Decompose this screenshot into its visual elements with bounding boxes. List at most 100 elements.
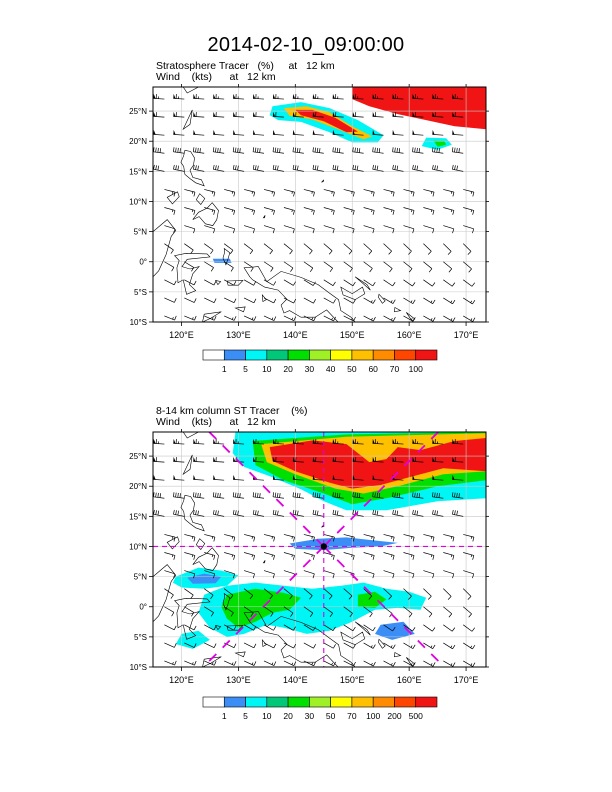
wind-barb [432,111,444,118]
wind-barb [323,207,335,215]
wind-barb [432,129,444,136]
coastline [222,247,231,266]
wind-barb [184,606,195,617]
wind-barb [173,129,185,136]
wind-barb [263,624,277,631]
wind-barb [463,279,476,287]
x-tick-label: 150°E [340,330,365,340]
wind-barb [192,492,205,499]
colorbar-box [287,349,310,361]
coastline [354,621,371,636]
wind-barb [224,534,236,542]
wind-barb [392,147,404,154]
wind-barb [423,624,436,632]
wind-barb [184,243,194,254]
wind-barb [272,93,284,100]
wind-barb [463,642,476,650]
wind-barb [204,570,216,579]
wind-barb [292,509,304,517]
wind-barb [423,534,435,542]
wind-barb [423,189,435,197]
wind-barb [343,189,355,197]
wind-barb [193,93,205,100]
colorbar-label: 5 [243,364,248,374]
wind-barb [204,588,214,599]
coastline [340,631,366,646]
wind-barb [212,492,225,499]
wind-barb [383,279,396,287]
wind-barb [292,129,304,136]
colorbar-box [266,349,289,361]
colorbar-box [394,696,417,708]
tracer-sw-blob [175,630,210,649]
wind-barb [332,111,344,118]
wind-barb [223,606,234,617]
wind-barb [292,93,304,100]
wind-barb [164,570,176,579]
wind-barb [243,189,256,197]
wind-barb [463,261,472,273]
wind-barb [173,492,185,499]
wind-barb [164,552,176,560]
wind-barb [363,624,376,632]
wind-barb [173,111,185,118]
wind-barb [323,279,336,286]
wind-barb [383,660,396,667]
wind-barb [403,606,413,618]
wind-barb [443,297,456,305]
tracer-philippines-sea-blob-core [187,573,222,584]
wind-barb [164,588,174,599]
wind-barb [184,624,197,631]
coastline [192,202,219,226]
colorbar-label: 20 [283,364,293,374]
wind-barb [343,588,353,600]
wind-barb [423,279,436,287]
x-tick-label: 170°E [454,330,479,340]
wind-barb [292,111,304,118]
wind-barb [443,552,455,560]
wind-barb [224,189,236,197]
coastline [202,311,222,322]
wind-barb [343,534,355,542]
wind-barb [263,315,277,321]
wind-barb [403,279,416,287]
wind-barb [233,93,245,100]
colorbar-label: 500 [409,711,423,721]
wind-barb [153,492,165,499]
wind-barb [451,492,464,499]
wind-barb [372,164,384,172]
wind-barb [303,642,316,649]
wind-barb [383,642,396,649]
wind-barb [412,474,424,481]
wind-barb [423,588,432,600]
wind-barb [164,642,177,648]
wind-barb [173,438,185,445]
wind-barb [243,207,256,215]
coastline [166,536,180,550]
wind-barb [352,438,364,445]
wind-barb [252,93,265,100]
wind-barb [403,189,415,197]
y-tick-label: 10°S [130,663,147,672]
wind-barb [283,642,297,649]
y-tick-label: 10°S [130,318,147,327]
wind-barb [164,606,175,617]
colorbar-box [415,696,438,708]
wind-barb [153,509,165,517]
wind-barb [232,147,245,154]
wind-barb [303,243,313,255]
wind-barb [213,129,225,136]
wind-barb [164,297,177,303]
wind-barb [204,279,217,286]
wind-barb [323,660,336,667]
wind-barb [253,456,265,463]
wind-barb [423,207,435,215]
wind-barb [403,225,415,234]
coastline [378,638,386,649]
wind-barb [263,225,275,234]
wind-barb [343,225,355,234]
wind-barb [272,111,284,118]
wind-barb [153,147,165,154]
wind-barb [372,147,384,154]
wind-barb [292,492,304,499]
